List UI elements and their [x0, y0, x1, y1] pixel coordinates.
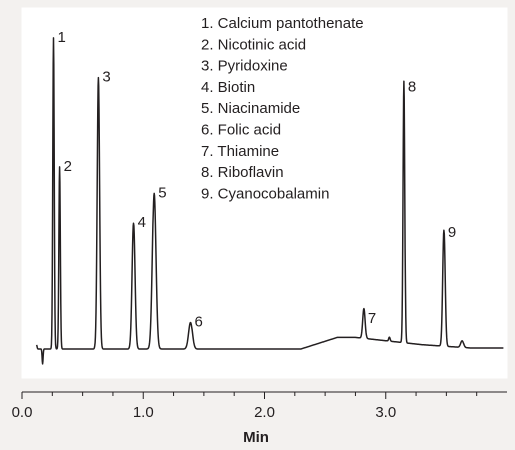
legend-entry: 9. Cyanocobalamin: [201, 185, 329, 202]
x-tick-label: 3.0: [375, 404, 396, 421]
legend-entry: 6. Folic acid: [201, 122, 281, 139]
peak-label-9: 9: [448, 224, 456, 241]
x-axis-title: Min: [243, 429, 269, 446]
peak-label-3: 3: [102, 69, 110, 86]
x-tick-label: 0.0: [12, 404, 33, 421]
peak-label-5: 5: [158, 184, 166, 201]
x-axis-ticks: 0.0 1.0 2.0 3.0: [12, 392, 478, 421]
legend-entry: 3. Pyridoxine: [201, 58, 288, 75]
peak-label-4: 4: [138, 214, 146, 231]
legend-entry: 5. Niacinamide: [201, 100, 300, 117]
peak-label-1: 1: [58, 29, 66, 46]
x-tick-label: 1.0: [133, 404, 154, 421]
peak-label-6: 6: [195, 314, 203, 331]
legend: 1. Calcium pantothenate 2. Nicotinic acid…: [201, 15, 364, 202]
legend-entry: 7. Thiamine: [201, 143, 279, 160]
legend-entry: 1. Calcium pantothenate: [201, 15, 364, 32]
peak-label-2: 2: [64, 158, 72, 175]
peak-label-7: 7: [368, 310, 376, 327]
legend-entry: 8. Riboflavin: [201, 164, 284, 181]
peak-labels: 1 2 3 45 6 7 8 9: [58, 29, 457, 331]
legend-entry: 4. Biotin: [201, 79, 255, 96]
peak-label-8: 8: [408, 79, 416, 96]
legend-entry: 2. Nicotinic acid: [201, 36, 306, 53]
x-tick-label: 2.0: [254, 404, 275, 421]
chromatogram-trace: [35, 37, 504, 365]
plot-frame: [21, 7, 508, 379]
